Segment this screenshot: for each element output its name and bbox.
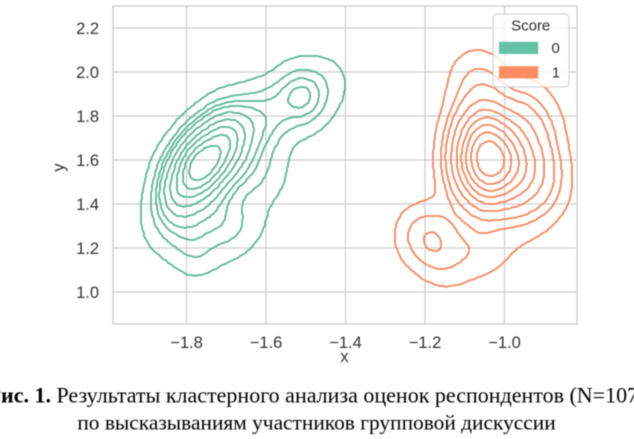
svg-text:−1.8: −1.8: [170, 334, 203, 352]
svg-text:1.6: 1.6: [76, 152, 99, 170]
svg-text:2.0: 2.0: [76, 64, 99, 82]
svg-text:Score: Score: [511, 17, 550, 34]
svg-text:по высказываниям участников гр: по высказываниям участников групповой ди…: [77, 411, 555, 435]
svg-text:1.2: 1.2: [76, 240, 99, 258]
svg-text:−1.0: −1.0: [488, 334, 521, 352]
svg-text:−1.6: −1.6: [250, 334, 283, 352]
svg-text:1.4: 1.4: [76, 196, 99, 214]
svg-text:2.2: 2.2: [76, 20, 99, 38]
svg-text:1.0: 1.0: [76, 284, 99, 302]
svg-text:1.8: 1.8: [76, 108, 99, 126]
svg-text:−1.2: −1.2: [409, 334, 442, 352]
svg-text:−1.4: −1.4: [329, 334, 362, 352]
svg-text:1: 1: [552, 65, 560, 82]
svg-text:x: x: [340, 348, 349, 366]
svg-text:0: 0: [552, 40, 560, 57]
svg-text:Рис. 1. Результаты кластерного: Рис. 1. Результаты кластерного анализа о…: [0, 382, 634, 407]
svg-text:y: y: [50, 163, 68, 172]
